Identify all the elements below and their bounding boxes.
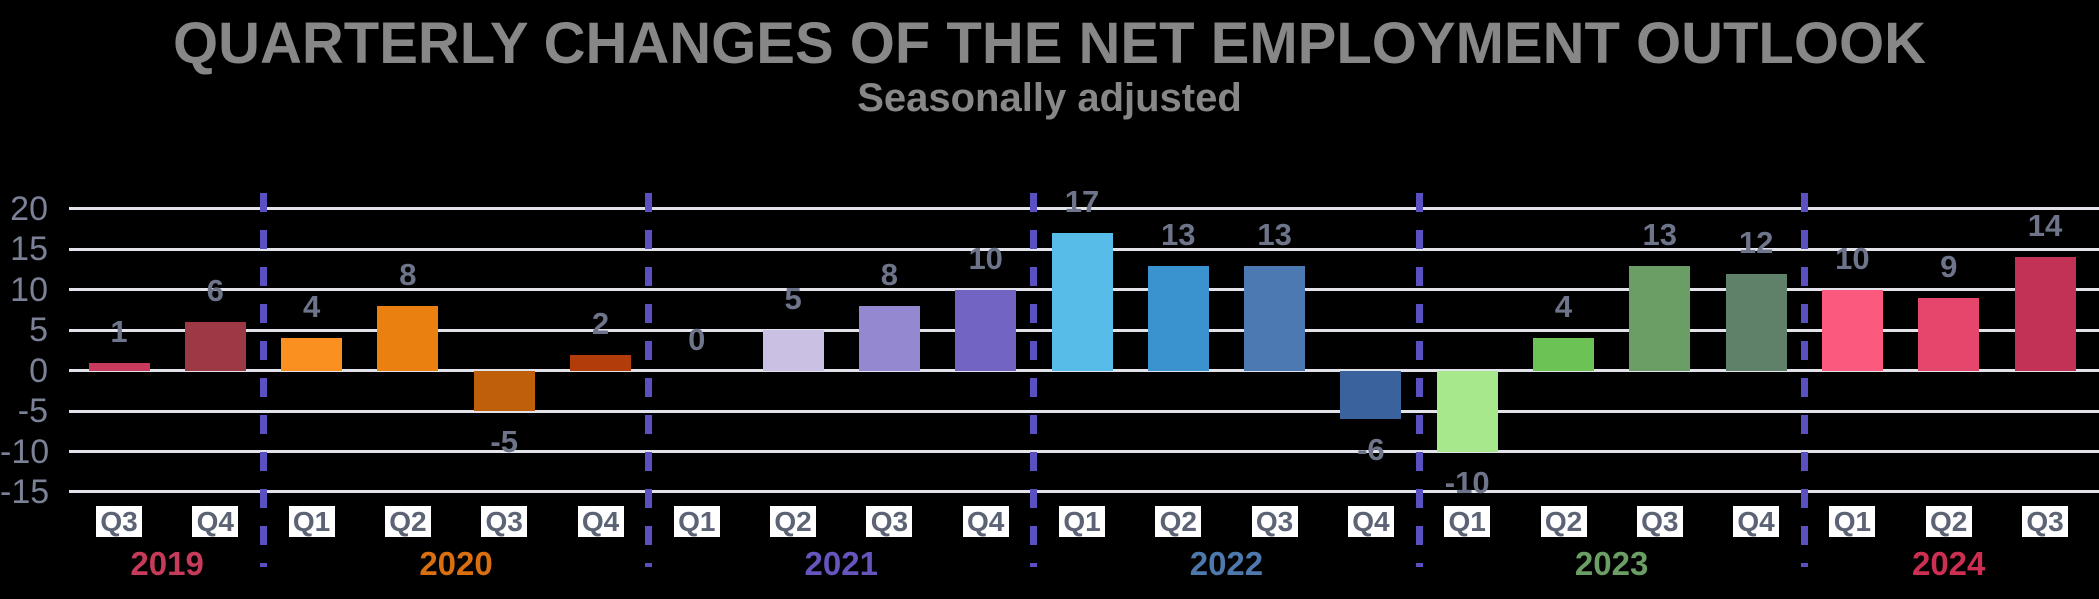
bar-2022-q2 [1147,265,1209,371]
quarter-label: Q3 [1636,506,1683,537]
bar-2023-q4 [1725,273,1787,371]
quarter-label: Q3 [481,506,528,537]
y-tick-label: 0 [29,351,48,390]
year-separator [645,193,653,567]
year-separator [1030,193,1038,567]
quarter-label: Q1 [1444,506,1491,537]
quarter-label: Q2 [1155,506,1202,537]
bar-2020-q1 [281,338,343,371]
chart-title: QUARTERLY CHANGES OF THE NET EMPLOYMENT … [173,11,1926,76]
bar-value-label: 10 [968,240,1003,276]
bar-2023-q1 [1436,370,1498,452]
bar-value-label: 17 [1064,184,1100,220]
bar-value-label: 13 [1257,216,1292,252]
year-label: 2020 [419,545,493,582]
bar-value-label: 13 [1161,216,1196,252]
bar-2021-q2 [762,330,824,371]
bar-2024-q1 [1821,289,1883,371]
quarter-label: Q3 [2022,506,2068,537]
gridline [69,409,2099,413]
bar-2022-q1 [1051,233,1113,371]
year-label: 2021 [804,545,878,582]
quarter-label: Q3 [96,506,142,537]
bar-2020-q2 [377,306,439,371]
bar-value-label: 0 [688,321,706,357]
bar-2023-q2 [1533,338,1594,371]
bar-2020-q4 [570,354,631,371]
bar-2021-q3 [858,306,920,371]
year-separator [1800,193,1808,567]
bar-2021-q4 [955,289,1017,371]
quarter-label: Q2 [1925,506,1972,537]
bar-value-label: 4 [302,289,321,325]
y-tick-label: 5 [29,311,48,350]
quarter-label: Q3 [1251,506,1298,537]
quarter-label: Q4 [577,506,624,537]
year-separator [1415,193,1423,567]
bar-value-label: 1 [110,313,128,349]
bar-2022-q3 [1244,265,1306,371]
quarter-label: Q4 [1733,506,1780,537]
bar-value-label: 6 [206,273,224,309]
gridline [69,369,2099,373]
year-label: 2023 [1574,545,1649,582]
year-separator [259,193,267,567]
quarter-label: Q4 [192,506,239,537]
bar-2022-q4 [1340,370,1402,420]
quarter-label: Q1 [288,506,335,537]
bar-value-label: -10 [1444,464,1490,500]
bar-value-label: 13 [1642,216,1678,252]
gridline [69,207,2099,211]
bar-value-label: 4 [1554,289,1573,325]
year-label: 2024 [1911,545,1986,582]
quarter-label: Q2 [384,506,431,537]
chart-subtitle: Seasonally adjusted [857,76,1242,120]
bar-value-label: 10 [1835,240,1870,276]
bar-2023-q3 [1629,265,1691,371]
y-tick-label: 15 [10,230,48,269]
bar-2019-q4 [184,322,246,371]
quarter-label: Q1 [1059,506,1105,537]
y-tick-label: 10 [10,270,48,309]
bar-value-label: -6 [1357,432,1385,468]
bar-value-label: -5 [490,424,518,460]
bar-value-label: 12 [1738,224,1774,260]
quarter-label: Q2 [770,506,817,537]
year-label: 2019 [130,545,204,582]
y-tick-label: -10 [0,432,50,471]
bar-value-label: 9 [1940,248,1958,284]
bar-value-label: 8 [880,257,899,292]
y-tick-label: 20 [10,189,48,228]
bar-value-label: 8 [399,257,417,292]
gridline [69,450,2099,454]
year-label: 2022 [1189,545,1264,582]
y-tick-label: -15 [0,472,50,511]
bar-2020-q3 [473,370,535,412]
quarter-label: Q4 [962,506,1009,537]
gridline [69,490,2099,494]
quarter-label: Q1 [673,506,720,537]
bar-2024-q3 [2014,257,2076,371]
y-tick-label: -5 [17,392,48,431]
quarter-label: Q4 [1347,506,1394,537]
bar-value-label: 5 [784,281,802,317]
quarter-label: Q2 [1540,506,1587,537]
bar-2019-q3 [88,362,150,371]
bar-2024-q2 [1918,297,1980,371]
quarter-label: Q1 [1829,506,1876,537]
bar-value-label: 14 [2027,208,2063,244]
bar-value-label: 2 [591,305,610,341]
quarter-label: Q3 [866,506,913,537]
